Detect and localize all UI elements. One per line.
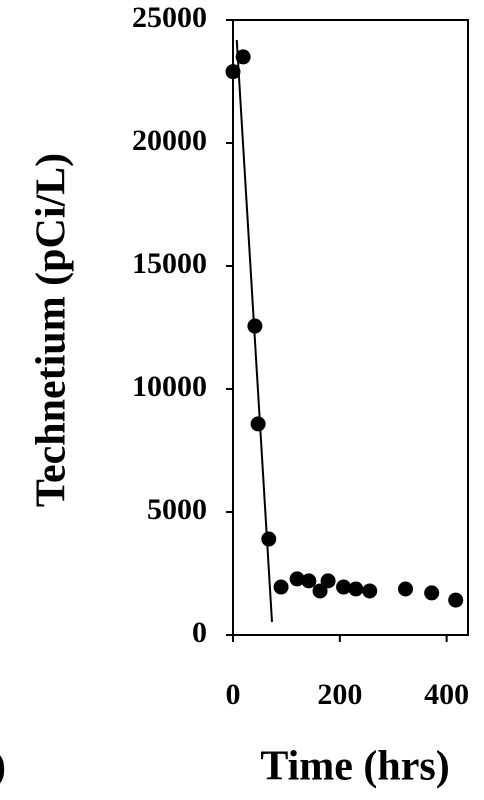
y-tick-label: 5000 <box>147 493 207 526</box>
fit-line <box>235 39 273 623</box>
data-point <box>261 531 277 547</box>
y-axis-label: Technetium (pCi/L) <box>29 153 75 507</box>
y-tick-label: 20000 <box>132 124 207 157</box>
data-point <box>312 583 328 599</box>
plot-frame <box>232 19 469 636</box>
y-tick-label: 25000 <box>132 1 207 34</box>
x-axis-label: Time (hrs) <box>260 744 449 790</box>
data-point <box>225 64 241 80</box>
y-tick-label: 0 <box>192 616 207 649</box>
data-point <box>362 583 378 599</box>
data-point <box>289 571 305 587</box>
y-tick-label: 15000 <box>132 247 207 280</box>
data-point <box>424 585 440 601</box>
data-point <box>273 579 289 595</box>
data-point <box>398 581 414 597</box>
data-point <box>348 581 364 597</box>
data-point <box>301 573 317 589</box>
data-point <box>336 579 352 595</box>
panel-label-fragment: ) <box>0 744 6 790</box>
data-point <box>250 416 266 432</box>
data-point <box>320 573 336 589</box>
y-tick-label: 10000 <box>132 370 207 403</box>
x-tick-label: 0 <box>226 678 241 711</box>
x-tick-label: 400 <box>424 678 469 711</box>
data-point <box>235 49 251 65</box>
x-tick-label: 200 <box>317 678 362 711</box>
data-point <box>448 592 464 608</box>
